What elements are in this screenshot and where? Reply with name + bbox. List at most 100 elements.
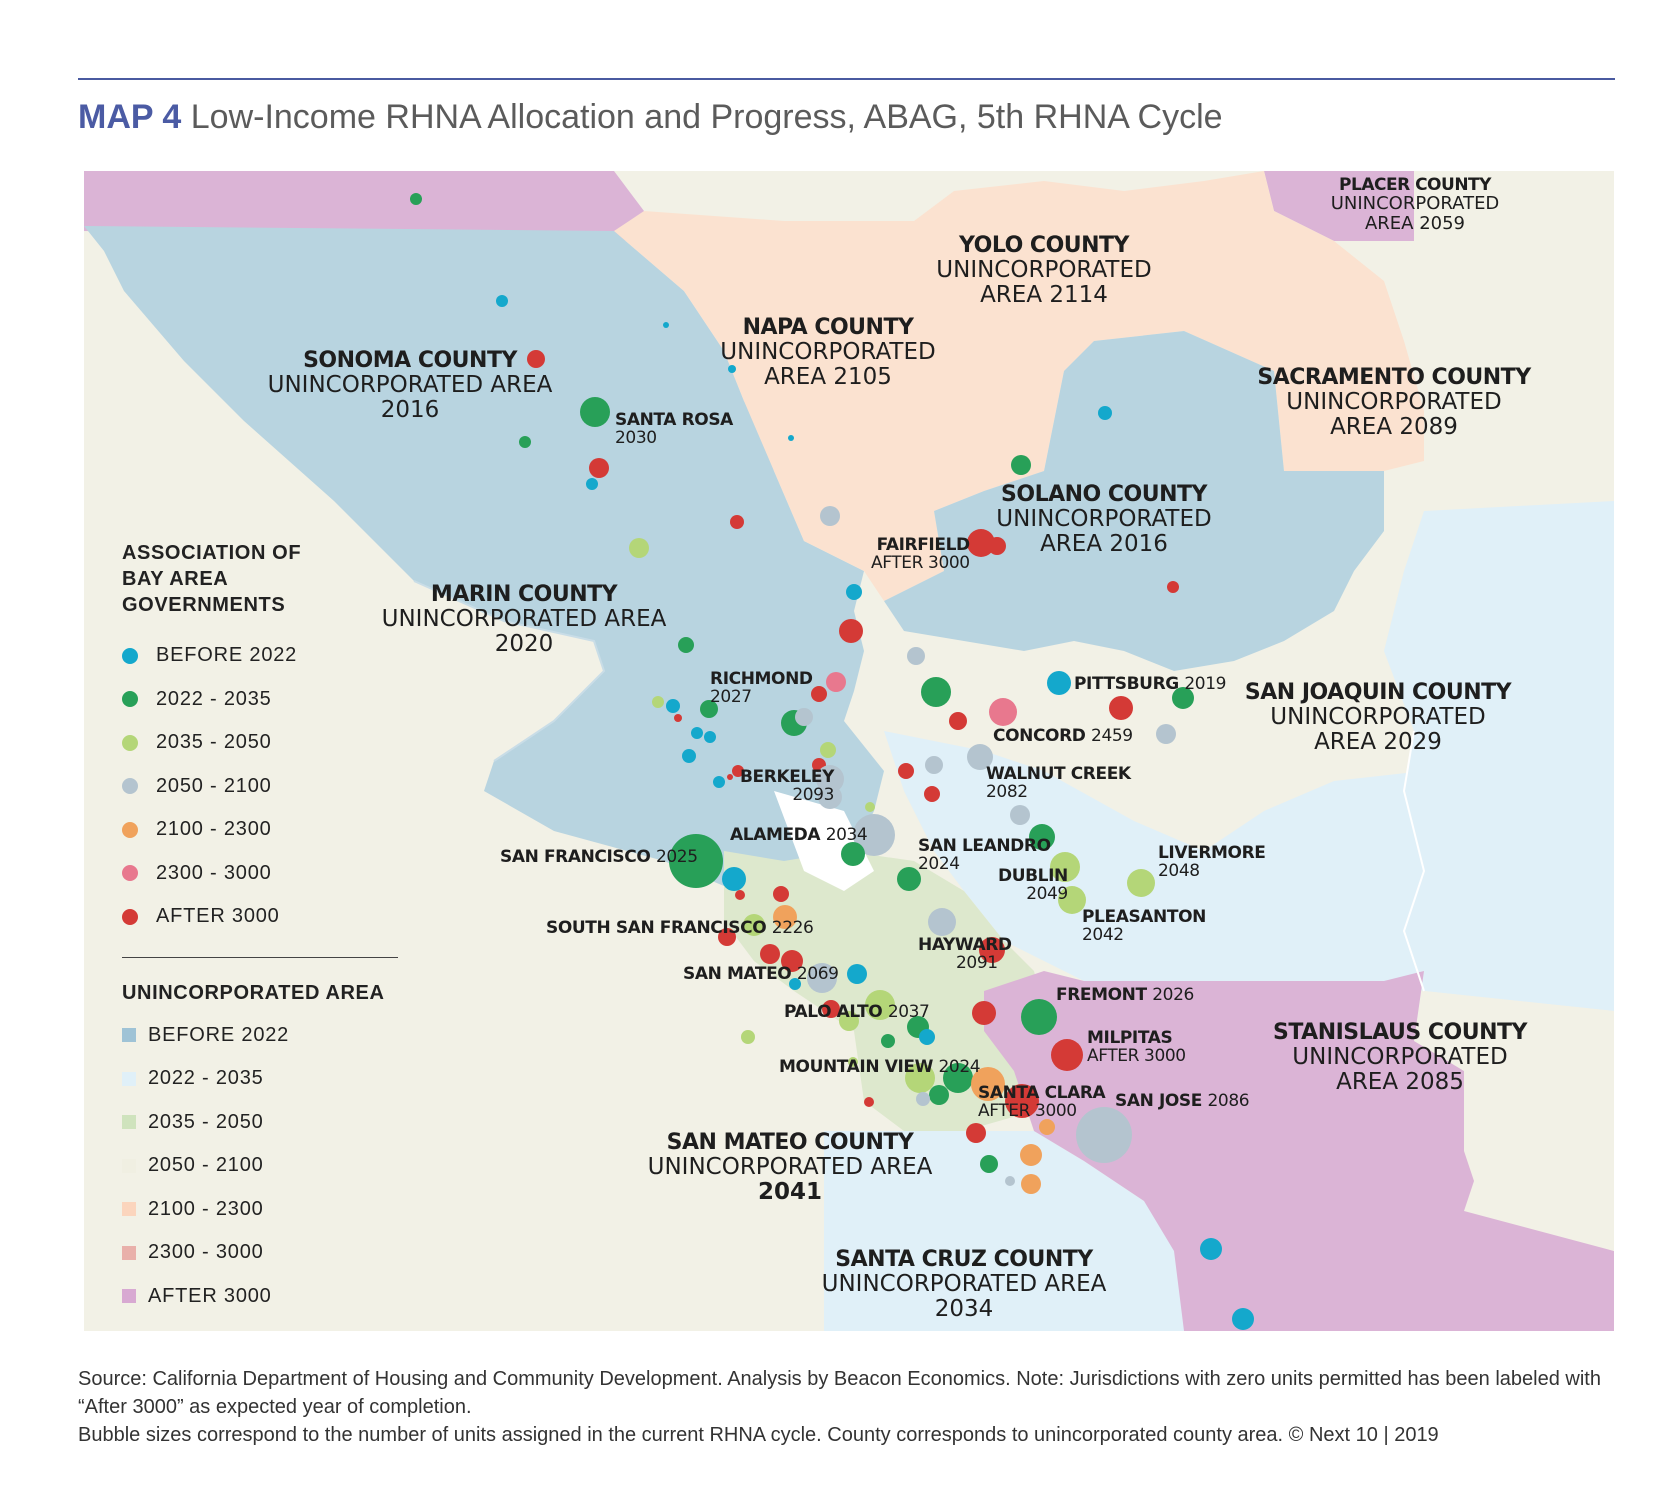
legend-area-label: 2050 - 2100	[148, 1154, 264, 1177]
legend-area-list: BEFORE 2022 2022 - 2035 2035 - 2050 2050 - …	[122, 1014, 402, 1319]
bubble-sonoma-6	[629, 538, 649, 558]
city-label-fairfield: FAIRFIELD AFTER 3000	[871, 535, 970, 574]
legend-bubble-item: AFTER 3000	[122, 895, 402, 939]
city-label-concord: CONCORD 2459	[993, 726, 1133, 746]
bubble-contra-12	[898, 763, 914, 779]
footnote: Source: California Department of Housing…	[78, 1365, 1638, 1449]
county-label-marin: MARIN COUNTY UNINCORPORATED AREA 2020	[381, 582, 667, 657]
bubble-marin-6	[704, 731, 716, 743]
bubble-fremont	[1021, 999, 1057, 1035]
city-label-san-leandro: SAN LEANDRO 2024	[918, 836, 1051, 875]
bubble-berkeley-4	[865, 802, 875, 812]
legend-area-item: 2300 - 3000	[122, 1231, 402, 1275]
bubble-hayward-3	[972, 1001, 996, 1025]
area-san-joaquin	[1384, 501, 1614, 1011]
bubble-sm-7	[741, 1030, 755, 1044]
legend-area-label: 2300 - 3000	[148, 1241, 264, 1264]
legend-area-swatch	[122, 1245, 136, 1260]
bubble-sc-4	[916, 1092, 930, 1106]
county-label-san-joaquin: SAN JOAQUIN COUNTY UNINCORPORATED AREA 2…	[1244, 680, 1512, 755]
bubble-napa-2	[728, 365, 736, 373]
bubble-sm-8	[848, 1057, 858, 1067]
legend-bubble-swatch	[122, 734, 138, 751]
legend-area-label: 2100 - 2300	[148, 1197, 264, 1220]
legend-bubble-swatch	[122, 778, 138, 795]
county-label-yolo: YOLO COUNTY UNINCORPORATED AREA 2114	[936, 233, 1152, 308]
area-bay-water	[774, 791, 874, 891]
bubble-sonoma-north	[410, 193, 422, 205]
bubble-berkeley-2	[816, 765, 844, 793]
legend-area-swatch	[122, 1115, 136, 1130]
bubble-napa-3	[788, 435, 794, 441]
legend: ASSOCIATION OF BAY AREA GOVERNMENTS BEFO…	[122, 540, 402, 1318]
bubble-sc-1	[943, 1063, 973, 1093]
area-santa-cruz	[824, 1131, 1184, 1331]
bubble-marin-7	[682, 749, 696, 763]
map[interactable]: SONOMA COUNTY UNINCORPORATED AREA 2016 N…	[84, 171, 1614, 1331]
city-label-richmond: RICHMOND 2027	[710, 669, 813, 708]
bubble-marin-2	[652, 696, 664, 708]
bubble-oakland	[853, 814, 895, 856]
bubble-sc-11	[1021, 1174, 1041, 1194]
bubble-contra-8	[1156, 724, 1176, 744]
legend-bubble-label: 2050 - 2100	[156, 774, 272, 797]
bubble-napa-5	[820, 506, 840, 526]
city-label-walnut-creek: WALNUT CREEK 2082	[986, 764, 1131, 803]
bubble-sm-5	[822, 1000, 840, 1018]
bubble-sonoma-2	[527, 350, 545, 368]
bubble-ssf-3	[743, 914, 765, 936]
legend-bubble-swatch	[122, 821, 138, 838]
bubble-contra-6	[811, 686, 827, 702]
legend-area-item: 2022 - 2035	[122, 1057, 402, 1101]
city-label-milpitas: MILPITAS AFTER 3000	[1087, 1028, 1186, 1067]
boundary-sonoma-marin	[413, 580, 606, 762]
bubble-marin-9	[732, 765, 744, 777]
area-alameda	[884, 731, 1424, 991]
bubble-palo-alto-2	[919, 1029, 935, 1045]
bubble-san-jose	[1076, 1107, 1132, 1163]
city-label-pittsburg: PITTSBURG 2019	[1074, 674, 1227, 694]
bubble-sm-2	[847, 964, 867, 984]
bubble-sf-3	[735, 890, 745, 900]
bubble-sonoma-5	[586, 478, 598, 490]
map-title-text: Low-Income RHNA Allocation and Progress,…	[190, 98, 1223, 136]
legend-area-item: BEFORE 2022	[122, 1014, 402, 1058]
footnote-source: Source: California Department of Housing…	[78, 1368, 1601, 1418]
bubble-mtn-view	[905, 1063, 935, 1093]
bubble-marin-10	[727, 774, 733, 780]
legend-bubble-item: 2022 - 2035	[122, 678, 402, 722]
bubble-ssf-1	[773, 886, 789, 902]
legend-bubble-title: ASSOCIATION OF BAY AREA GOVERNMENTS	[122, 542, 302, 616]
legend-area-item: 2035 - 2050	[122, 1101, 402, 1145]
bubble-sm-4	[865, 990, 895, 1020]
legend-bubble-label: BEFORE 2022	[156, 644, 298, 667]
boundary-san-joaquin	[1402, 730, 1426, 992]
bubble-napa-1	[663, 322, 669, 328]
city-label-san-francisco: SAN FRANCISCO 2025	[500, 847, 698, 867]
map-canvas	[84, 171, 1614, 1331]
legend-bubble-swatch	[122, 691, 138, 708]
bubble-sc-6	[1039, 1119, 1055, 1135]
legend-area-swatch	[122, 1158, 136, 1173]
bubble-solano-4	[846, 584, 862, 600]
bubble-marin-3	[666, 699, 680, 713]
area-san-mateo	[724, 851, 1064, 1131]
city-label-mountain-view: MOUNTAIN VIEW 2024	[779, 1057, 981, 1077]
bubble-sm-6	[839, 1011, 859, 1031]
legend-area-label: AFTER 3000	[148, 1284, 272, 1307]
bubble-solano-5	[839, 619, 863, 643]
bubble-ssf-6	[781, 950, 803, 972]
legend-bubble-label: 2035 - 2050	[156, 731, 272, 754]
bubble-palo-alto-3	[881, 1034, 895, 1048]
legend-bubble-item: BEFORE 2022	[122, 634, 402, 678]
legend-area-title: UNINCORPORATED AREA	[122, 981, 385, 1004]
legend-bubble-label: 2100 - 2300	[156, 818, 272, 841]
bubble-sonoma-4	[589, 458, 609, 478]
bubble-san-mateo	[807, 963, 837, 993]
bubble-contra-7	[949, 712, 967, 730]
legend-area-label: BEFORE 2022	[148, 1023, 290, 1046]
county-label-solano: SOLANO COUNTY UNINCORPORATED AREA 2016	[996, 482, 1212, 557]
county-label-santa-cruz: SANTA CRUZ COUNTY UNINCORPORATED AREA 20…	[821, 1247, 1107, 1322]
bubble-contra-1	[907, 647, 925, 665]
bubble-sc-3	[929, 1085, 949, 1105]
